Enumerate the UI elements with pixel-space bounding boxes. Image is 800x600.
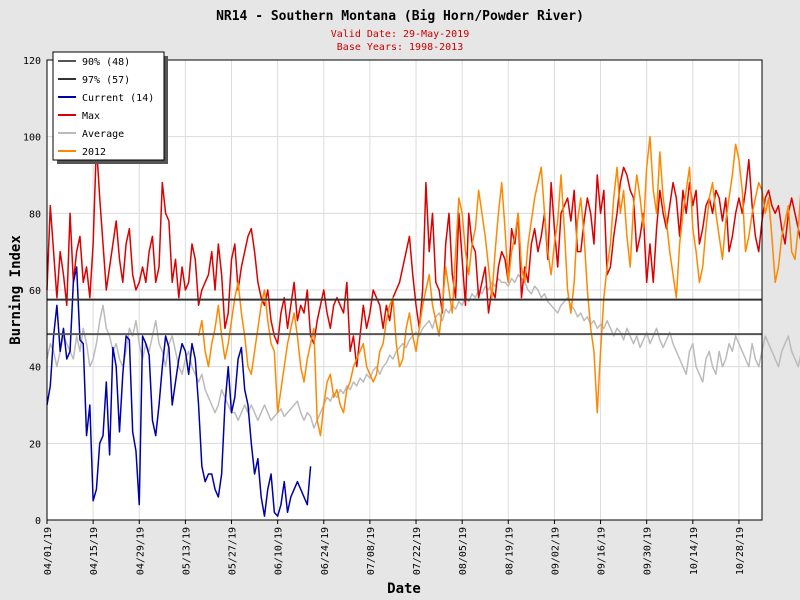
series-line-2012 (197, 135, 800, 437)
legend-label: Current (14) (82, 93, 154, 104)
x-tick-label: 09/02/19 (550, 527, 561, 575)
x-tick-label: 09/30/19 (643, 527, 654, 575)
plot-frame (46, 59, 763, 521)
y-tick-label: 120 (23, 56, 41, 67)
y-tick-label: 60 (29, 286, 41, 297)
series-layer (46, 135, 800, 517)
reference-lines (47, 298, 762, 336)
legend-label: 90% (48) (82, 57, 130, 68)
x-tick-label: 05/13/19 (181, 527, 192, 575)
x-tick-label: 07/22/19 (412, 527, 423, 575)
x-axis-label: Date (387, 581, 421, 597)
series-line-max (46, 143, 800, 368)
x-tick-label: 09/16/19 (597, 527, 608, 575)
x-tick-label: 07/08/19 (366, 527, 377, 575)
x-tick-label: 06/24/19 (320, 527, 331, 575)
x-tick-label: 08/19/19 (504, 527, 515, 575)
y-tick-label: 40 (29, 363, 41, 374)
legend-label: 2012 (82, 147, 106, 158)
x-tick-label: 05/27/19 (228, 527, 239, 575)
x-axis-ticks: 04/01/19 04/15/19 04/29/19 05/13/19 05/27/19… (43, 520, 746, 575)
y-axis-label: Burning Index (8, 235, 24, 345)
legend-label: 97% (57) (82, 75, 130, 86)
x-tick-label: 10/14/19 (689, 527, 700, 575)
x-tick-label: 08/05/19 (458, 527, 469, 575)
y-tick-label: 0 (35, 516, 41, 527)
x-tick-label: 06/10/19 (274, 527, 285, 575)
y-tick-label: 100 (23, 133, 41, 144)
legend-label: Average (82, 129, 124, 140)
chart-subtitle-base-years: Base Years: 1998-2013 (337, 42, 463, 53)
x-tick-label: 04/15/19 (89, 527, 100, 575)
legend-label: Max (82, 111, 100, 122)
series-line-average (46, 273, 800, 429)
chart-subtitle-valid-date: Valid Date: 29-May-2019 (331, 29, 469, 40)
x-tick-label: 04/29/19 (135, 527, 146, 575)
series-line-current (46, 266, 312, 517)
y-tick-label: 20 (29, 439, 41, 450)
x-tick-label: 04/01/19 (43, 527, 54, 575)
y-axis-ticks: 0 20 40 60 80 100 120 (23, 56, 41, 527)
legend: 90% (48) 97% (57) Current (14) Max Average 20… (52, 51, 168, 164)
chart-title: NR14 - Southern Montana (Big Horn/Powder… (216, 9, 584, 24)
legend-box (52, 51, 165, 161)
x-tick-label: 10/28/19 (735, 527, 746, 575)
y-tick-label: 80 (29, 209, 41, 220)
